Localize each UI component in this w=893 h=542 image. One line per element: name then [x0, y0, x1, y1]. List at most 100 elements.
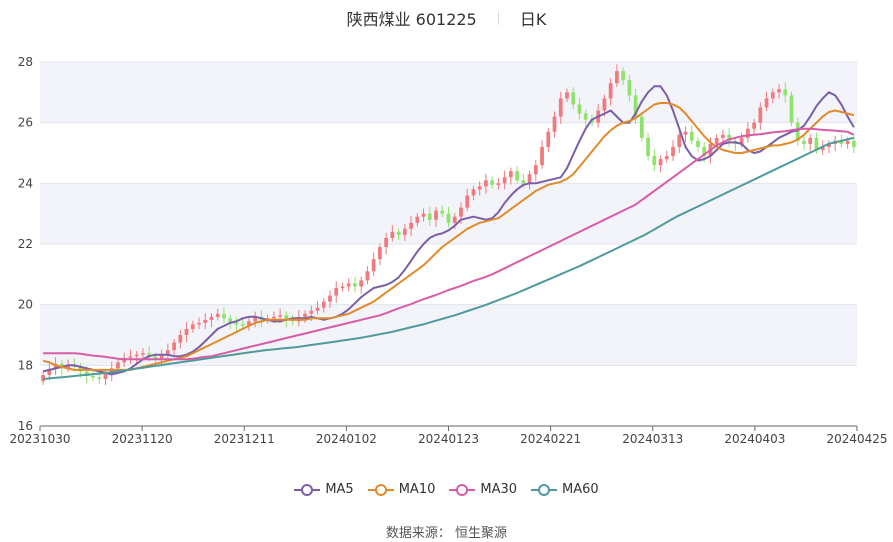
- x-tick-label: 20240123: [418, 432, 479, 446]
- candle-body: [253, 316, 258, 322]
- legend-item-ma30[interactable]: MA30: [449, 482, 517, 497]
- x-tick-label: 20240425: [826, 432, 887, 446]
- candle-body: [446, 213, 451, 223]
- candle-body: [777, 89, 781, 93]
- candle-body: [465, 195, 470, 208]
- candle-body: [97, 377, 102, 379]
- candle-body: [839, 140, 844, 144]
- candle-body: [346, 283, 351, 287]
- candle-body: [471, 189, 476, 196]
- x-tick-label: 20231030: [9, 432, 70, 446]
- candle-body: [353, 283, 357, 287]
- candle-body: [272, 316, 276, 319]
- candle-body: [321, 301, 326, 308]
- candle-body: [540, 146, 544, 166]
- candle-body: [714, 137, 719, 144]
- candle-body: [159, 354, 164, 360]
- candle-body: [683, 131, 688, 135]
- candle-body: [153, 356, 158, 360]
- candle-body: [508, 171, 513, 178]
- y-tick-label: 16: [18, 419, 33, 433]
- legend-marker-icon: [531, 483, 558, 496]
- legend-marker-icon: [367, 483, 394, 496]
- candle-body: [802, 140, 806, 144]
- candle-body: [752, 122, 756, 129]
- candle-body: [490, 180, 495, 185]
- candle-body: [546, 131, 551, 147]
- candle-body: [583, 113, 588, 120]
- candle-body: [621, 71, 625, 81]
- candle-body: [739, 137, 744, 144]
- candle-body: [247, 321, 251, 326]
- candle-body: [496, 183, 501, 185]
- candle-body: [459, 207, 463, 217]
- candle-body: [677, 134, 682, 147]
- candle-body: [558, 98, 563, 117]
- candle-body: [845, 140, 850, 144]
- legend-marker-icon: [449, 483, 476, 496]
- chart-title: 陕西煤业 601225 日K: [0, 6, 893, 30]
- candle-body: [820, 146, 825, 150]
- candle-body: [178, 335, 183, 343]
- candle-body: [384, 237, 389, 248]
- candle-body: [147, 353, 152, 357]
- candle-body: [527, 174, 532, 184]
- candle-body: [197, 322, 201, 325]
- legend-item-ma60[interactable]: MA60: [531, 482, 599, 497]
- candle-body: [789, 95, 794, 123]
- candle-body: [689, 131, 694, 141]
- candle-body: [134, 354, 139, 357]
- candle-body: [827, 143, 831, 147]
- candle-body: [745, 128, 750, 138]
- data-source: 数据来源： 恒生聚源: [385, 526, 508, 541]
- ma30-line: [43, 127, 855, 361]
- candle-body: [141, 353, 145, 355]
- legend-item-ma10[interactable]: MA10: [367, 482, 435, 497]
- candle-body: [165, 350, 170, 355]
- candle-body: [477, 186, 482, 190]
- candle-body: [533, 165, 538, 175]
- candle-body: [328, 295, 332, 302]
- candle-body: [814, 137, 819, 150]
- candle-body: [215, 313, 220, 317]
- candle-body: [190, 324, 195, 329]
- candle-body: [852, 140, 856, 147]
- candle-body: [721, 134, 725, 138]
- x-tick-label: 20240102: [316, 432, 377, 446]
- candle-body: [228, 318, 233, 323]
- candle-body: [658, 159, 663, 166]
- candle-body: [378, 247, 382, 260]
- candle-body: [552, 116, 557, 132]
- legend-item-ma5[interactable]: MA5: [294, 482, 354, 497]
- candle-body: [521, 180, 526, 184]
- candle-body: [440, 210, 445, 214]
- x-axis: 20231030 20231120 20231211 20240102 20240123…: [9, 425, 888, 446]
- y-tick-label: 28: [18, 55, 33, 69]
- title-separator: [497, 11, 499, 25]
- candle-body: [365, 271, 370, 281]
- y-axis: 16 18 20 22 24 26 28: [18, 55, 33, 433]
- candle-body: [627, 80, 632, 96]
- candle-body: [633, 95, 638, 117]
- candle-body: [577, 104, 582, 114]
- candle-body: [109, 368, 114, 374]
- candle-body: [615, 71, 619, 84]
- candle-body: [421, 213, 426, 217]
- candle-body: [402, 228, 407, 235]
- period-label: 日K: [519, 10, 547, 29]
- candle-body: [390, 231, 395, 238]
- candle-body: [84, 371, 89, 376]
- candle-body: [234, 322, 239, 325]
- candle-body: [639, 116, 644, 138]
- candle-body: [91, 375, 95, 378]
- y-tick-label: 18: [18, 358, 33, 372]
- candle-body: [565, 92, 569, 99]
- candle-body: [340, 286, 345, 288]
- x-tick-label: 20240313: [622, 432, 683, 446]
- grid-band: [40, 62, 857, 123]
- candle-body: [764, 98, 769, 108]
- legend: MA5 MA10 MA30 MA60: [0, 482, 893, 497]
- x-tick-label: 20240403: [724, 432, 785, 446]
- candle-body: [452, 216, 457, 223]
- candle-body: [409, 222, 413, 229]
